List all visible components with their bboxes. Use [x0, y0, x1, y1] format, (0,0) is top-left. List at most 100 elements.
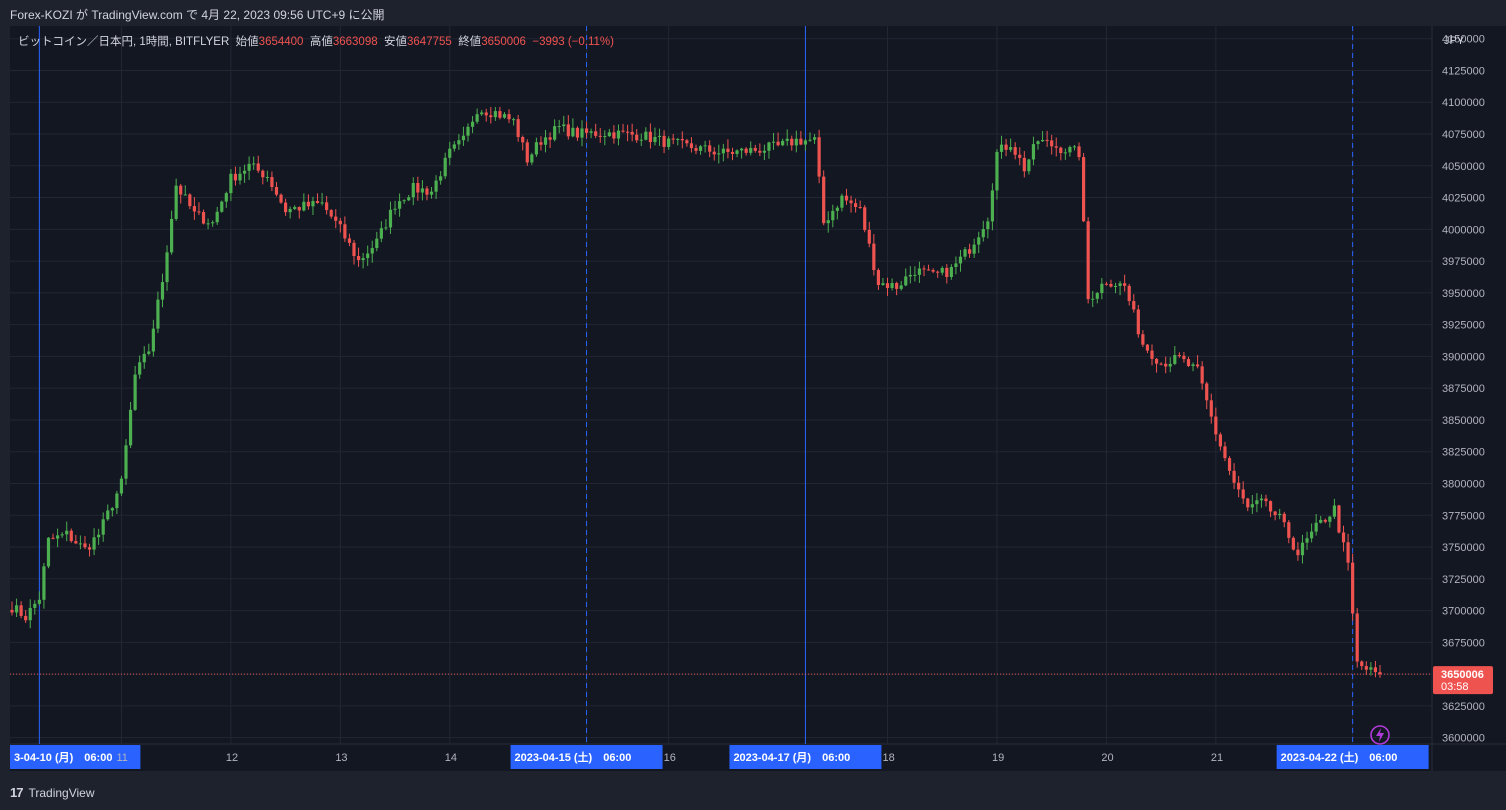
- candle-body: [443, 157, 447, 177]
- last-price-countdown: 03:58: [1441, 681, 1469, 693]
- candle-body: [844, 195, 849, 201]
- time-tick-label: 2023-04-22 (土) 06:00: [1281, 750, 1398, 764]
- candle-body: [352, 242, 356, 257]
- price-chart[interactable]: 3600000362500036500003675000370000037250…: [0, 26, 1506, 777]
- candle-body: [1355, 613, 1359, 662]
- candle-body: [694, 148, 698, 151]
- candle-body: [557, 126, 561, 128]
- candle-body: [698, 146, 703, 151]
- candle-body: [461, 135, 466, 141]
- candle-body: [106, 510, 110, 520]
- candle-body: [398, 201, 402, 209]
- candle-body: [1278, 513, 1282, 516]
- candle-body: [320, 202, 324, 204]
- candle-body: [434, 180, 438, 192]
- candle-body: [119, 478, 124, 494]
- candle-body: [1259, 498, 1264, 501]
- candle-body: [895, 283, 899, 289]
- candle-body: [315, 201, 320, 204]
- candle-body: [1337, 505, 1341, 533]
- candle-body: [402, 200, 406, 202]
- candle-body: [302, 201, 306, 211]
- candle-body: [156, 299, 160, 329]
- price-tick-label: 3825000: [1442, 447, 1485, 459]
- candle-body: [803, 140, 808, 145]
- candle-body: [420, 188, 424, 193]
- candle-body: [42, 566, 46, 600]
- candle-body: [758, 150, 762, 153]
- candles: [10, 106, 1382, 678]
- candle-body: [1227, 458, 1232, 471]
- lightning-icon[interactable]: [1370, 725, 1390, 745]
- candle-body: [534, 142, 538, 155]
- candle-body: [571, 127, 575, 137]
- candle-body: [1264, 498, 1268, 502]
- candle-body: [949, 266, 953, 278]
- candle-body: [69, 530, 73, 542]
- tradingview-brand[interactable]: 17 TradingView: [10, 785, 95, 800]
- candle-body: [753, 147, 757, 151]
- candle-body: [1319, 519, 1323, 523]
- candle-body: [201, 211, 206, 224]
- candle-body: [762, 150, 766, 153]
- candle-body: [470, 121, 475, 127]
- candle-body: [1223, 446, 1227, 459]
- time-highlight-badge: [10, 745, 141, 769]
- candle-body: [60, 534, 64, 536]
- candle-body: [1159, 363, 1163, 365]
- candle-body: [539, 142, 543, 145]
- candle-body: [667, 138, 671, 147]
- price-tick-label: 4000000: [1442, 224, 1485, 236]
- candle-body: [840, 195, 844, 208]
- candle-body: [1022, 157, 1026, 172]
- time-tick-label: 19: [992, 752, 1004, 764]
- candle-body: [548, 137, 552, 140]
- publish-info: Forex-KOZI が TradingView.com で 4月 22, 20…: [10, 8, 385, 22]
- candle-body: [1145, 344, 1150, 351]
- candle-body: [19, 605, 23, 616]
- candle-body: [475, 114, 479, 122]
- candle-body: [206, 223, 210, 225]
- candle-body: [566, 124, 570, 137]
- candle-body: [521, 137, 525, 143]
- legend-open-label: 始値: [236, 34, 259, 48]
- candle-body: [885, 283, 890, 289]
- candle-body: [1113, 285, 1118, 287]
- candle-body: [1040, 139, 1045, 142]
- candle-body: [411, 182, 415, 198]
- last-price-badge: [1433, 666, 1493, 695]
- price-tick-label: 4150000: [1442, 34, 1485, 46]
- candle-body: [562, 124, 566, 127]
- candle-body: [1378, 672, 1382, 675]
- candle-body: [356, 256, 361, 261]
- candle-body: [890, 283, 894, 289]
- candle-body: [379, 228, 383, 239]
- legend-open-value: 3654400: [259, 36, 310, 48]
- candle-body: [46, 537, 51, 567]
- price-tick-label: 3900000: [1442, 351, 1485, 363]
- candle-body: [256, 163, 260, 171]
- candle-body: [1173, 355, 1177, 364]
- candle-body: [721, 148, 725, 154]
- candle-body: [97, 534, 101, 538]
- candle-body: [1323, 519, 1327, 522]
- candle-body: [252, 163, 256, 165]
- candle-body: [1168, 363, 1172, 367]
- candle-body: [1305, 538, 1309, 543]
- candle-body: [215, 211, 219, 223]
- candle-body: [958, 256, 963, 264]
- candle-body: [165, 252, 169, 283]
- candle-body: [1004, 144, 1008, 150]
- candle-body: [229, 173, 233, 194]
- candle-body: [1118, 283, 1122, 286]
- candle-body: [457, 140, 461, 145]
- price-tick-label: 4075000: [1442, 129, 1485, 141]
- candle-body: [863, 207, 867, 230]
- candle-body: [1027, 159, 1031, 172]
- candle-body: [981, 229, 985, 238]
- candle-body: [370, 248, 374, 254]
- candle-body: [242, 170, 247, 174]
- candle-body: [858, 207, 862, 209]
- candle-body: [14, 605, 19, 613]
- candle-body: [147, 351, 151, 354]
